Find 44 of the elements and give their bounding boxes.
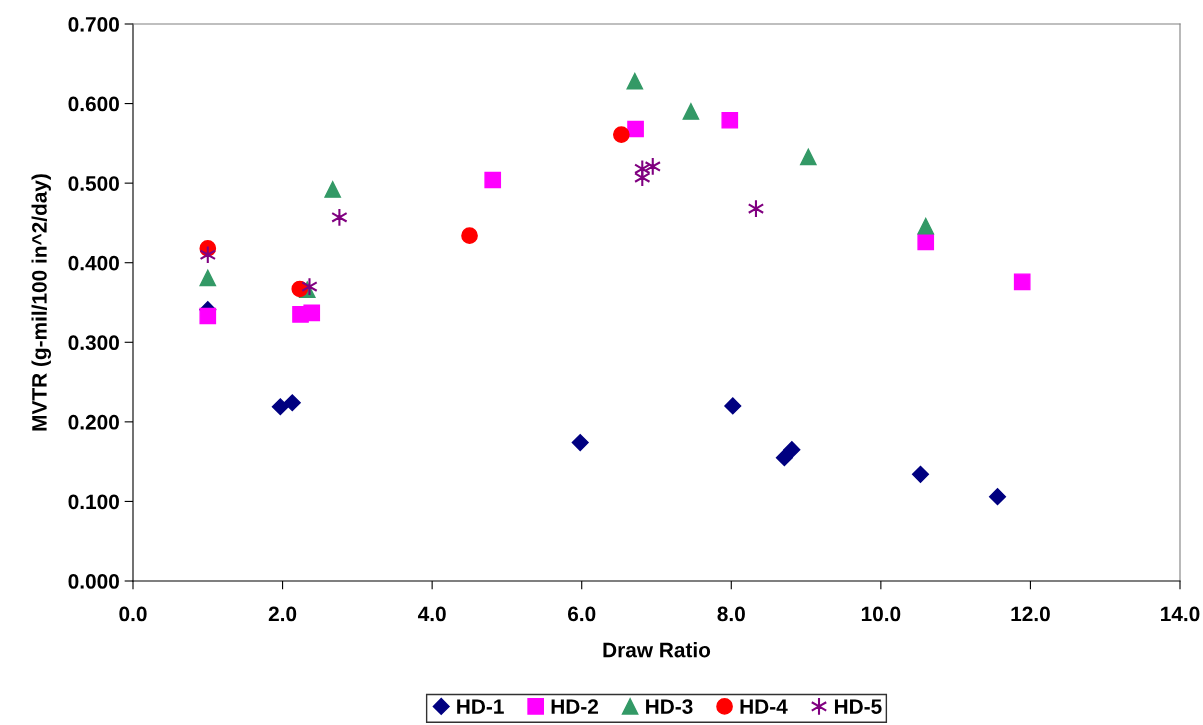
x-tick-label: 10.0	[861, 606, 901, 622]
point	[271, 398, 289, 416]
legend-label: HD-2	[551, 699, 599, 714]
x-tick-label: 14.0	[1161, 606, 1200, 622]
point	[917, 217, 935, 235]
point	[682, 103, 700, 120]
x-tick-label: 6.0	[568, 606, 596, 622]
point	[724, 397, 742, 415]
legend-label: HD-1	[457, 699, 504, 714]
y-tick-label: 0.200	[68, 414, 119, 430]
x-tick-label: 2.0	[268, 606, 297, 622]
point	[199, 269, 217, 287]
y-tick-label: 0.700	[68, 17, 119, 32]
point	[1013, 273, 1031, 291]
y-tick-label: 0.300	[68, 335, 119, 351]
legend-label: HD-4	[740, 699, 788, 714]
point	[917, 233, 935, 251]
x-tick-label: 12.0	[1011, 606, 1050, 622]
point	[626, 72, 644, 90]
y-tick-label: 0.100	[68, 494, 119, 510]
y-tick-label: 0.000	[68, 574, 119, 589]
point	[303, 304, 321, 322]
y-tick-label: 0.600	[68, 96, 119, 112]
x-axis-title: Draw Ratio	[603, 642, 711, 658]
x-tick-label: 4.0	[417, 606, 446, 622]
point	[911, 465, 930, 483]
point	[199, 307, 217, 325]
point	[627, 120, 644, 138]
x-tick-label: 8.0	[717, 606, 745, 622]
point	[283, 394, 301, 412]
y-tick-label: 0.500	[68, 176, 119, 191]
point	[324, 181, 342, 198]
point	[721, 111, 739, 129]
legend-label: HD-3	[646, 699, 693, 714]
point	[613, 126, 630, 143]
x-tick-label: 0.0	[119, 606, 147, 622]
point	[783, 441, 801, 459]
point	[484, 171, 502, 189]
point	[799, 148, 817, 166]
y-axis-title: MVTR (g-mil/100 in^2/day)	[31, 174, 52, 431]
point	[988, 488, 1007, 506]
y-tick-label: 0.400	[68, 255, 119, 271]
point	[571, 433, 589, 452]
point	[461, 227, 478, 244]
